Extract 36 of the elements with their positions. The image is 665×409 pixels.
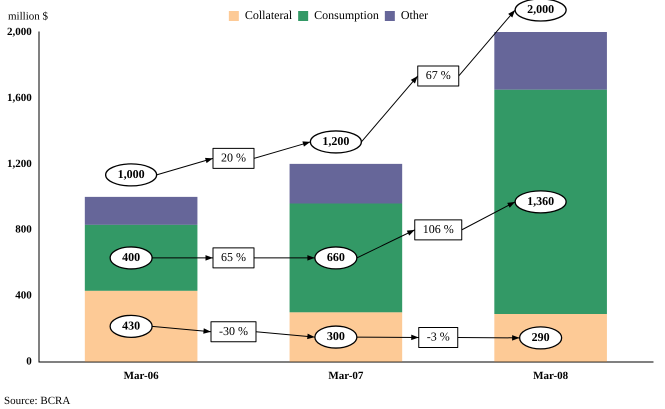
legend-label: Other — [400, 8, 428, 22]
y-axis-title: million $ — [8, 10, 49, 22]
total-label: 2,000 — [527, 2, 554, 16]
data-label: 400 — [122, 250, 140, 264]
data-label: 430 — [122, 318, 140, 332]
bar — [84, 196, 198, 225]
annotation: 20 % — [221, 150, 246, 165]
bar — [290, 203, 402, 312]
bar — [290, 164, 402, 204]
annotation: 67 % — [426, 68, 451, 82]
y-tick-label: 400 — [15, 290, 32, 302]
y-tick-label: 0 — [26, 356, 32, 368]
x-tick-label: Mar-06 — [124, 370, 160, 382]
annotation: 106 % — [422, 222, 454, 236]
bar — [494, 90, 607, 314]
bar — [84, 224, 198, 291]
annotation: 65 % — [221, 250, 246, 264]
y-tick-label: 800 — [15, 224, 32, 236]
data-label: 290 — [532, 330, 550, 344]
data-label: 660 — [326, 250, 345, 264]
annotation: -3 % — [426, 330, 450, 344]
legend-label: Consumption — [314, 8, 379, 22]
bar — [84, 290, 198, 362]
data-label: 300 — [326, 329, 345, 344]
legend-label: Collateral — [244, 8, 293, 22]
source-note: Source: BCRA — [4, 395, 70, 407]
annotation: -30 % — [219, 324, 248, 338]
x-tick-label: Mar-07 — [328, 370, 364, 382]
y-tick-label: 1,600 — [7, 92, 32, 104]
bar — [494, 32, 607, 90]
total-label: 1,000 — [118, 166, 145, 181]
y-tick-label: 2,000 — [7, 26, 32, 38]
data-label: 1,360 — [527, 194, 554, 208]
x-tick-label: Mar-08 — [533, 370, 569, 382]
y-tick-label: 1,200 — [7, 158, 32, 170]
total-label: 1,200 — [322, 134, 350, 148]
